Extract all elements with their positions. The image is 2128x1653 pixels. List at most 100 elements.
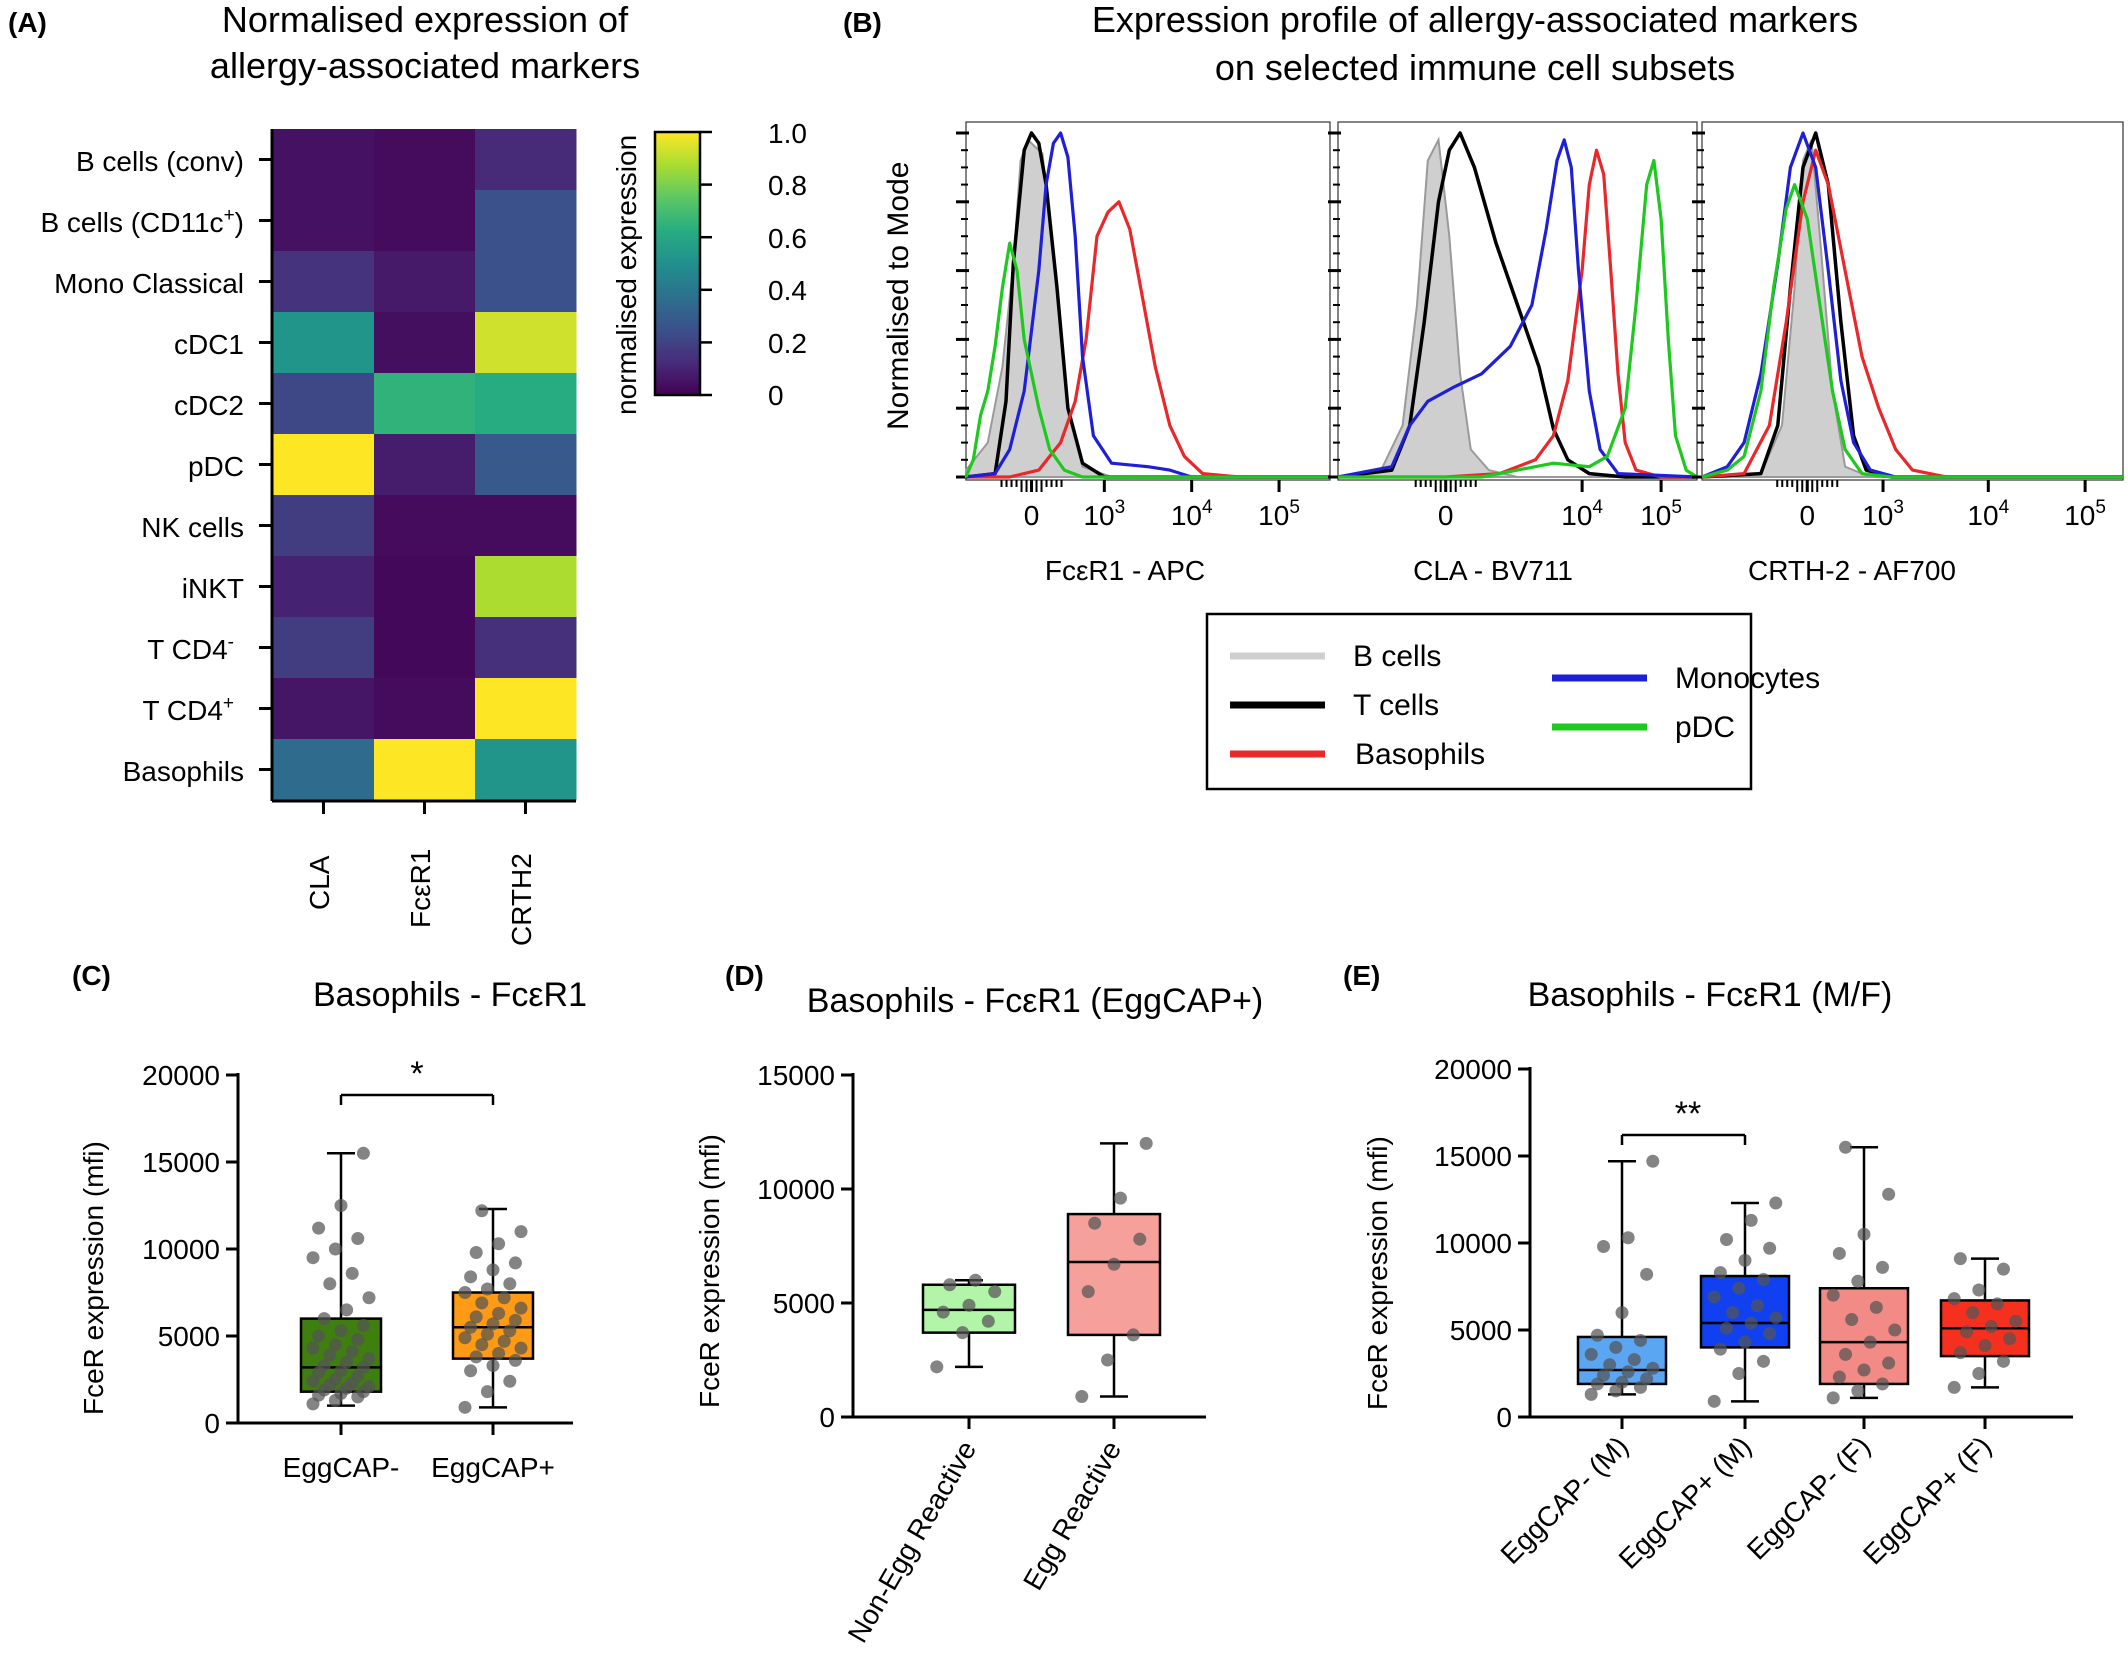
boxplot-point xyxy=(508,1256,522,1270)
histogram-series-monocytes xyxy=(1337,138,1698,479)
boxplot-point xyxy=(1947,1292,1961,1306)
boxplot-point xyxy=(1646,1154,1660,1168)
histogram-x-label: CRTH-2 - AF700 xyxy=(1748,555,1956,586)
boxplot-point xyxy=(356,1146,370,1160)
boxplot-point xyxy=(1763,1241,1777,1255)
boxplot-point xyxy=(1882,1187,1896,1201)
boxplot-point xyxy=(1966,1306,1980,1320)
boxplot-point xyxy=(345,1266,359,1280)
histogram-x-tick-label: 105 xyxy=(1640,497,1682,531)
boxplot-point xyxy=(340,1303,354,1317)
boxplot-x-label: EggCAP+ xyxy=(431,1452,555,1483)
boxplot-point xyxy=(1996,1354,2010,1368)
boxplot-point xyxy=(1713,1266,1727,1280)
boxplot-point xyxy=(508,1353,522,1367)
boxplot-point xyxy=(1584,1347,1598,1361)
boxplot-point xyxy=(1863,1335,1877,1349)
boxplot-point xyxy=(1720,1233,1734,1247)
boxplot-point xyxy=(1972,1367,1986,1380)
boxplot-point xyxy=(475,1296,489,1310)
boxplot-point xyxy=(1597,1368,1611,1382)
histogram-series-b-cells xyxy=(1337,136,1697,478)
boxplot-point xyxy=(1953,1346,1967,1360)
boxplot-point xyxy=(480,1282,494,1296)
panel-label-b: (B) xyxy=(843,7,882,38)
boxplot-point xyxy=(458,1331,472,1345)
colorbar-tick-label: 1.0 xyxy=(768,118,807,149)
boxplot-point xyxy=(1621,1365,1635,1379)
boxplot-y-tick-label: 20000 xyxy=(1434,1054,1512,1085)
boxplot-point xyxy=(1832,1370,1846,1384)
heatmap-cell xyxy=(273,495,375,557)
boxplot-point xyxy=(930,1360,944,1374)
boxplot-point xyxy=(323,1348,337,1362)
heatmap-col-label: CLA xyxy=(304,855,335,910)
boxplot-point xyxy=(508,1313,522,1327)
heatmap-row-label: cDC1 xyxy=(174,329,244,360)
boxplot-x-label: EggCAP- (M) xyxy=(1495,1430,1635,1570)
boxplot-point xyxy=(1769,1311,1783,1325)
boxplot-title: Basophils - FcεR1 (EggCAP+) xyxy=(807,982,1263,1020)
heatmap-row-label: Basophils xyxy=(123,756,244,787)
boxplot-point xyxy=(514,1341,528,1355)
boxplot-point xyxy=(1756,1354,1770,1368)
boxplot-point xyxy=(1978,1339,1992,1353)
heatmap-cell xyxy=(475,373,577,435)
boxplot-y-tick-label: 15000 xyxy=(1434,1141,1512,1172)
boxplot-point xyxy=(469,1310,483,1324)
heatmap-cell xyxy=(374,739,476,801)
boxplot-y-tick-label: 10000 xyxy=(757,1174,835,1205)
boxplot-chart-d: Basophils - FcεR1 (EggCAP+) FceR express… xyxy=(694,982,1263,1648)
heatmap-cell xyxy=(374,251,476,313)
boxplot-x-label: EggCAP+ (M) xyxy=(1613,1430,1758,1575)
boxplot-point xyxy=(362,1379,376,1393)
significance-label: ** xyxy=(1675,1095,1701,1133)
boxplot-point xyxy=(464,1320,478,1334)
boxplot-chart-e: Basophils - FcεR1 (M/F) FceR expression … xyxy=(1362,976,2073,1575)
heatmap-cell xyxy=(475,251,577,313)
heatmap-cell xyxy=(374,678,476,740)
boxplot-point xyxy=(1107,1257,1121,1271)
boxplot-point xyxy=(1088,1216,1102,1230)
histogram-series-basophils xyxy=(966,200,1330,479)
boxplot-point xyxy=(936,1305,950,1319)
heatmap-cell xyxy=(273,617,375,679)
boxplot-point xyxy=(1845,1313,1859,1327)
boxplot-y-tick-label: 5000 xyxy=(158,1321,220,1352)
histogram-x-label: FcεR1 - APC xyxy=(1045,555,1205,586)
heatmap-cell xyxy=(273,312,375,374)
histogram-title-line2: on selected immune cell subsets xyxy=(1215,47,1735,88)
boxplot-point xyxy=(469,1245,483,1259)
boxplot-point xyxy=(486,1263,500,1277)
histogram-x-tick-label: 104 xyxy=(1171,497,1213,531)
histogram-x-tick-label: 105 xyxy=(1258,497,1300,531)
boxplot-point xyxy=(1133,1232,1147,1246)
histogram-series-monocytes xyxy=(1701,131,2123,479)
boxplot-point xyxy=(1750,1299,1764,1313)
boxplot-y-tick-label: 10000 xyxy=(142,1234,220,1265)
boxplot-point xyxy=(458,1400,472,1414)
heatmap-cell xyxy=(273,251,375,313)
histogram-x-tick-label: 105 xyxy=(2064,497,2106,531)
boxplot-point xyxy=(340,1355,354,1369)
heatmap-cell xyxy=(475,678,577,740)
boxplot-point xyxy=(1615,1306,1629,1320)
histogram-series-monocytes xyxy=(965,131,1330,479)
boxplot-point xyxy=(1953,1252,1967,1266)
boxplot-point xyxy=(1744,1316,1758,1330)
colorbar-tick-label: 0 xyxy=(768,380,784,411)
boxplot-point xyxy=(1839,1347,1853,1361)
heatmap-cell xyxy=(475,556,577,618)
heatmap-cell xyxy=(273,434,375,496)
boxplot-point xyxy=(981,1314,995,1328)
boxplot-point xyxy=(1075,1389,1089,1403)
boxplot-point xyxy=(1590,1328,1604,1342)
boxplot-point xyxy=(492,1306,506,1320)
boxplot-point xyxy=(1875,1377,1889,1391)
boxplot-point xyxy=(345,1345,359,1359)
heatmap-cell xyxy=(273,678,375,740)
boxplot-x-label: Egg Reactive xyxy=(1017,1436,1127,1596)
boxplot-point xyxy=(1113,1191,1127,1205)
histogram-x-tick-label: 0 xyxy=(1438,500,1454,531)
histogram-series-basophils xyxy=(1701,148,2123,479)
